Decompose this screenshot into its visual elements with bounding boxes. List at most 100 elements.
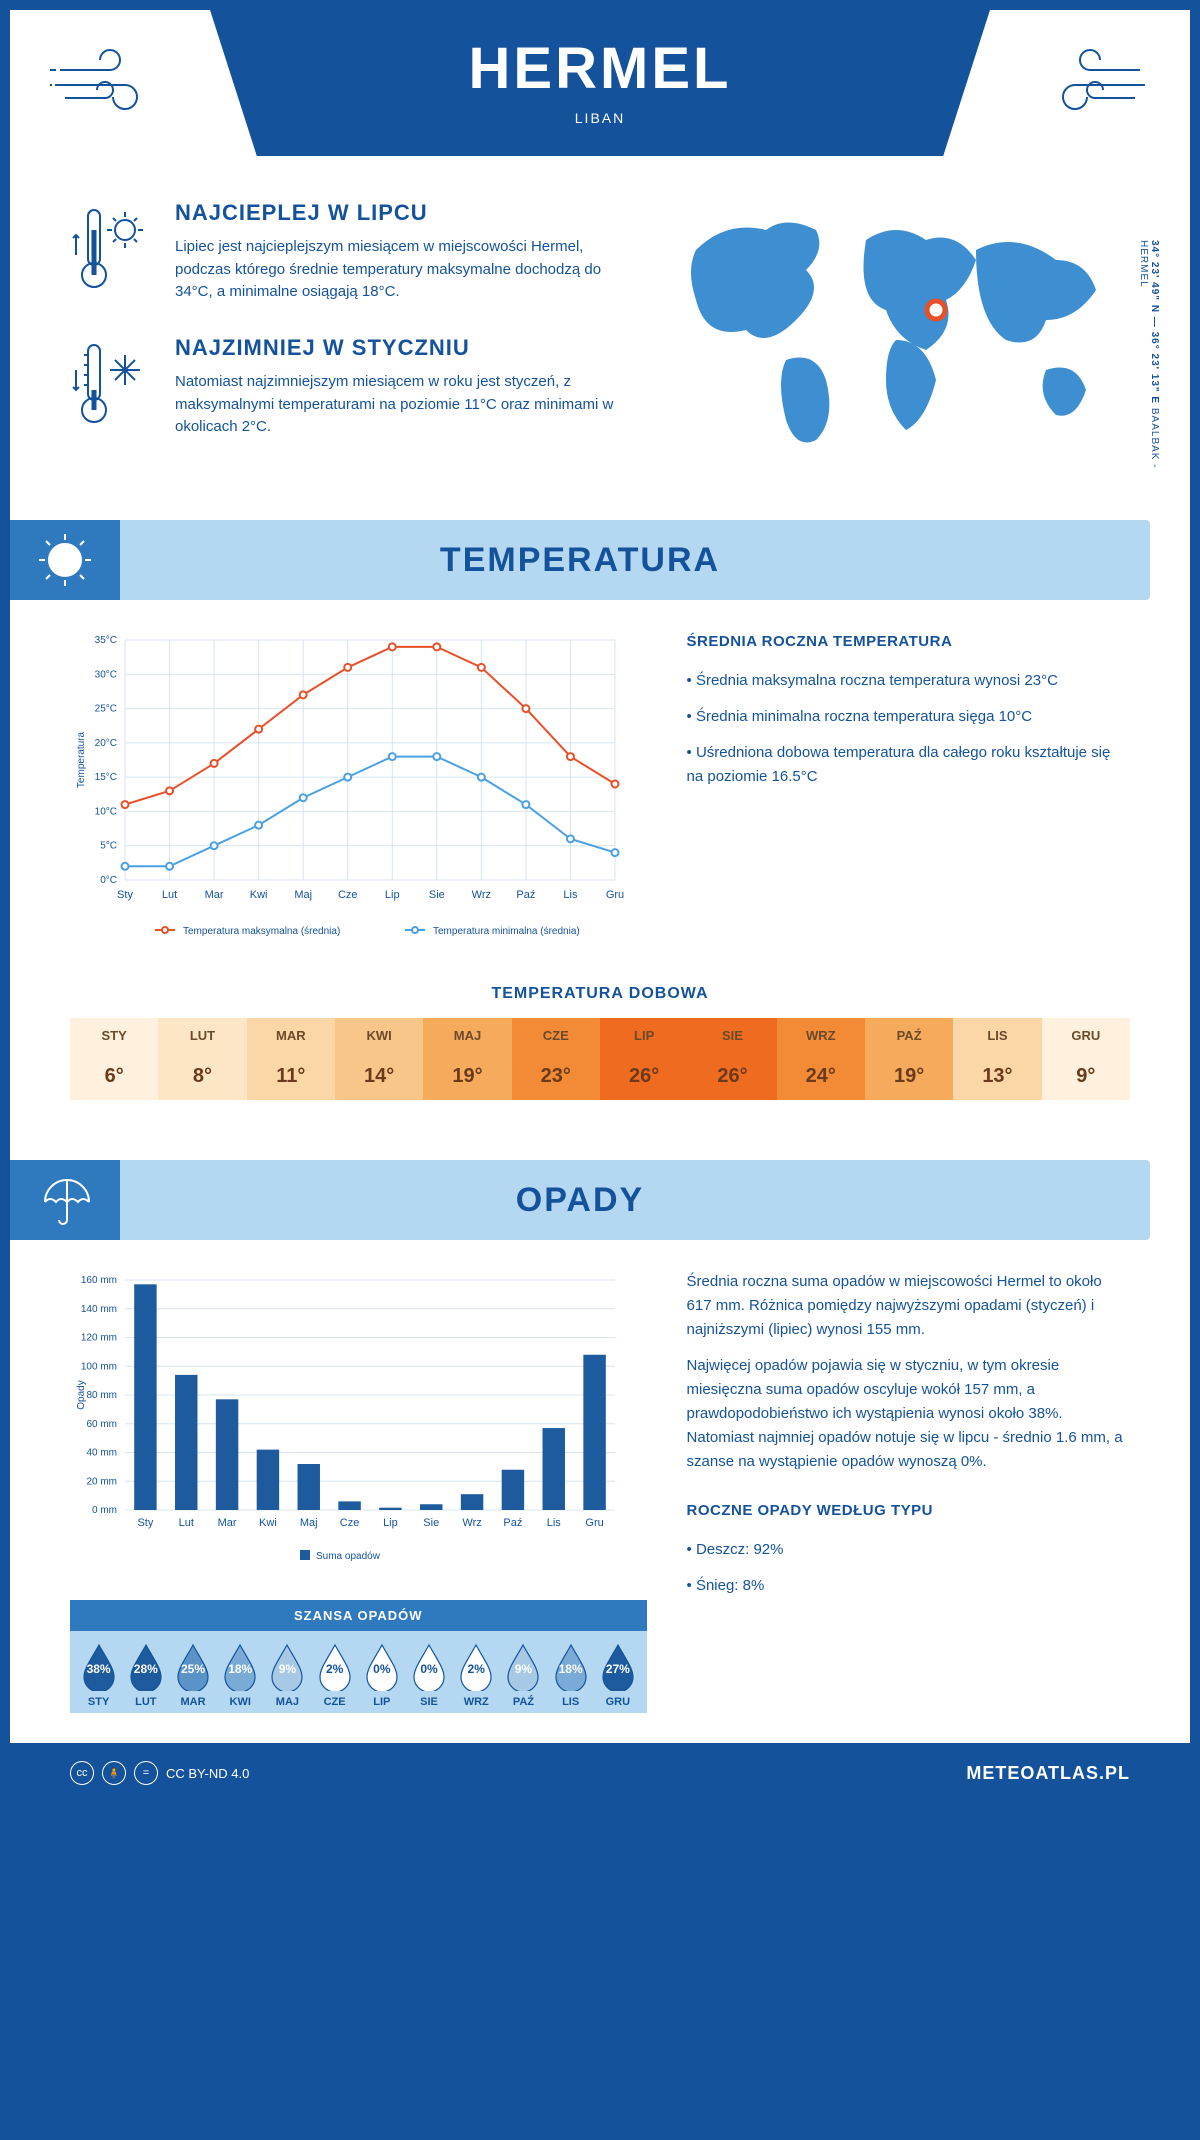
rain-drop-month: LUT: [122, 1696, 169, 1708]
svg-text:Kwi: Kwi: [250, 889, 268, 901]
svg-text:Cze: Cze: [340, 1517, 360, 1529]
svg-text:Lis: Lis: [547, 1517, 562, 1529]
svg-text:5°C: 5°C: [100, 841, 117, 852]
raindrop-icon: 18%: [552, 1643, 590, 1691]
wind-icon-left: [10, 10, 210, 120]
dt-value: 11°: [247, 1053, 335, 1100]
dt-value: 24°: [777, 1053, 865, 1100]
svg-text:25°C: 25°C: [95, 704, 117, 715]
dt-month: SIE: [688, 1018, 776, 1053]
umbrella-icon: [10, 1160, 120, 1240]
license-text: CC BY-ND 4.0: [166, 1766, 249, 1781]
dt-value: 19°: [865, 1053, 953, 1100]
footer-brand: METEOATLAS.PL: [966, 1763, 1130, 1784]
svg-text:Sty: Sty: [117, 889, 133, 901]
svg-text:Temperatura: Temperatura: [76, 731, 87, 788]
svg-text:Sty: Sty: [137, 1517, 153, 1529]
rain-drop-cell: 2% WRZ: [453, 1643, 500, 1708]
dt-value: 14°: [335, 1053, 423, 1100]
svg-text:60 mm: 60 mm: [86, 1419, 117, 1430]
rain-drop-cell: 28% LUT: [122, 1643, 169, 1708]
fact-cold-body: Natomiast najzimniejszym miesiącem w rok…: [175, 371, 626, 439]
dt-value: 19°: [423, 1053, 511, 1100]
svg-text:100 mm: 100 mm: [81, 1361, 117, 1372]
svg-text:Maj: Maj: [294, 889, 312, 901]
rain-drop-month: GRU: [594, 1696, 641, 1708]
dt-month: GRU: [1042, 1018, 1130, 1053]
dt-month: LIP: [600, 1018, 688, 1053]
rain-drop-value: 0%: [420, 1662, 437, 1676]
raindrop-icon: 9%: [268, 1643, 306, 1691]
raindrop-icon: 0%: [363, 1643, 401, 1691]
section-header-temperature: TEMPERATURA: [10, 520, 1150, 600]
dt-month: PAŹ: [865, 1018, 953, 1053]
svg-text:Mar: Mar: [218, 1517, 237, 1529]
svg-text:Lut: Lut: [162, 889, 177, 901]
daily-temperature-table: TEMPERATURA DOBOWA STYLUTMARKWIMAJCZELIP…: [10, 985, 1190, 1140]
rain-drop-cell: 9% MAJ: [264, 1643, 311, 1708]
precip-para-2: Najwięcej opadów pojawia się w styczniu,…: [687, 1354, 1130, 1474]
dt-month: KWI: [335, 1018, 423, 1053]
wind-icon-right: [990, 10, 1190, 120]
svg-text:Mar: Mar: [205, 889, 224, 901]
section-title-precipitation: OPADY: [516, 1181, 644, 1220]
rain-drop-month: WRZ: [453, 1696, 500, 1708]
svg-text:0°C: 0°C: [100, 875, 117, 886]
raindrop-icon: 27%: [599, 1643, 637, 1691]
dt-month: MAJ: [423, 1018, 511, 1053]
raindrop-icon: 9%: [504, 1643, 542, 1691]
rain-drop-value: 38%: [87, 1662, 111, 1676]
section-header-precipitation: OPADY: [10, 1160, 1150, 1240]
rain-drop-month: STY: [75, 1696, 122, 1708]
temp-bullet-2: • Uśredniona dobowa temperatura dla całe…: [687, 741, 1130, 789]
rain-drop-month: MAR: [169, 1696, 216, 1708]
svg-text:Gru: Gru: [585, 1517, 603, 1529]
svg-text:20 mm: 20 mm: [86, 1476, 117, 1487]
rain-chance-table: SZANSA OPADÓW 38% STY 28% LU: [70, 1600, 647, 1713]
rain-drop-cell: 0% LIP: [358, 1643, 405, 1708]
dt-value: 8°: [158, 1053, 246, 1100]
svg-text:Paź: Paź: [503, 1517, 522, 1529]
raindrop-icon: 38%: [80, 1643, 118, 1691]
dt-month: WRZ: [777, 1018, 865, 1053]
page-title: HERMEL: [210, 35, 990, 102]
temp-bullet-1: • Średnia minimalna roczna temperatura s…: [687, 705, 1130, 729]
raindrop-icon: 18%: [221, 1643, 259, 1691]
svg-text:Lip: Lip: [385, 889, 400, 901]
rain-drop-value: 0%: [373, 1662, 390, 1676]
svg-text:Lut: Lut: [179, 1517, 194, 1529]
rain-drop-month: MAJ: [264, 1696, 311, 1708]
rain-drop-cell: 38% STY: [75, 1643, 122, 1708]
precip-type-heading: ROCZNE OPADY WEDŁUG TYPU: [687, 1499, 1130, 1523]
dt-value: 23°: [512, 1053, 600, 1100]
temperature-chart: 0°C5°C10°C15°C20°C25°C30°C35°CStyLutMarK…: [70, 630, 647, 955]
world-map: 34° 23' 49" N — 36° 23' 13" E BAALBAK - …: [666, 200, 1130, 470]
rain-drop-value: 25%: [181, 1662, 205, 1676]
fact-cold: NAJZIMNIEJ W STYCZNIU Natomiast najzimni…: [70, 335, 626, 440]
precipitation-bar-chart: 0 mm20 mm40 mm60 mm80 mm100 mm120 mm140 …: [70, 1270, 630, 1570]
rain-drop-cell: 9% PAŹ: [500, 1643, 547, 1708]
svg-text:Cze: Cze: [338, 889, 358, 901]
rain-drop-value: 27%: [606, 1662, 630, 1676]
svg-text:30°C: 30°C: [95, 669, 117, 680]
rain-chance-heading: SZANSA OPADÓW: [70, 1600, 647, 1631]
svg-text:35°C: 35°C: [95, 635, 117, 646]
svg-text:Temperatura minimalna (średnia: Temperatura minimalna (średnia): [433, 926, 580, 937]
title-block: HERMEL LIBAN: [210, 10, 990, 156]
svg-text:120 mm: 120 mm: [81, 1333, 117, 1344]
daily-temp-value-row: 6°8°11°14°19°23°26°26°24°19°13°9°: [70, 1053, 1130, 1100]
rain-drop-cell: 18% KWI: [217, 1643, 264, 1708]
dt-value: 6°: [70, 1053, 158, 1100]
svg-text:Sie: Sie: [429, 889, 445, 901]
svg-text:20°C: 20°C: [95, 738, 117, 749]
temperature-line-chart: 0°C5°C10°C15°C20°C25°C30°C35°CStyLutMarK…: [70, 630, 630, 950]
fact-hot-text: NAJCIEPLEJ W LIPCU Lipiec jest najcieple…: [175, 200, 626, 305]
rain-drop-cell: 2% CZE: [311, 1643, 358, 1708]
svg-text:140 mm: 140 mm: [81, 1304, 117, 1315]
raindrop-icon: 0%: [410, 1643, 448, 1691]
nd-icon: =: [134, 1761, 158, 1785]
rain-drop-month: KWI: [217, 1696, 264, 1708]
coords-value: 34° 23' 49" N — 36° 23' 13" E: [1149, 240, 1160, 404]
precip-type-rain: • Deszcz: 92%: [687, 1538, 1130, 1562]
svg-text:Lis: Lis: [563, 889, 578, 901]
